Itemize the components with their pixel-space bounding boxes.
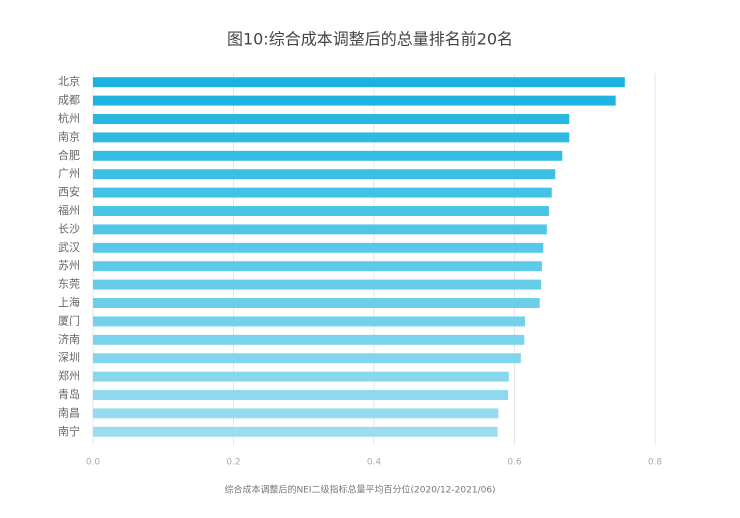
y-tick-label: 成都 <box>58 94 80 107</box>
x-tick-label: 0.2 <box>226 458 240 468</box>
bar <box>93 224 547 235</box>
bar <box>93 150 563 161</box>
y-tick-label: 东莞 <box>58 278 80 291</box>
bar <box>93 169 556 180</box>
bar <box>93 408 499 419</box>
y-tick-label: 杭州 <box>58 111 80 125</box>
bar <box>93 242 544 253</box>
y-tick-label: 青岛 <box>58 387 80 401</box>
bar <box>93 95 616 106</box>
y-tick-label: 北京 <box>58 74 80 88</box>
chart-title: 图10:综合成本调整后的总量排名前20名 <box>227 30 513 49</box>
bar <box>93 206 549 216</box>
bar <box>93 279 542 290</box>
y-tick-label: 长沙 <box>58 222 80 235</box>
y-tick-label: 上海 <box>58 295 80 309</box>
bar <box>93 334 525 345</box>
bar <box>93 298 540 308</box>
x-tick-label: 0.4 <box>367 458 382 468</box>
y-tick-label: 郑州 <box>58 369 80 383</box>
bar <box>93 316 526 327</box>
x-tick-label: 0.8 <box>648 458 663 468</box>
bar <box>93 132 570 143</box>
x-axis-label: 综合成本调整后的NEI二级指标总量平均百分位(2020/12-2021/06) <box>224 484 495 496</box>
bar <box>93 353 521 364</box>
y-tick-label: 广州 <box>58 167 80 180</box>
bar <box>93 77 625 88</box>
x-tick-label: 0.0 <box>86 458 101 468</box>
y-tick-label: 南京 <box>58 129 80 143</box>
bar <box>93 261 542 272</box>
y-tick-label: 合肥 <box>58 148 80 162</box>
y-tick-label: 厦门 <box>58 313 80 327</box>
bar <box>93 187 552 198</box>
y-tick-label: 武汉 <box>58 241 80 254</box>
y-tick-label: 南昌 <box>58 406 80 419</box>
bar <box>93 371 509 382</box>
y-tick-label: 济南 <box>58 332 80 346</box>
y-tick-label: 深圳 <box>58 351 80 364</box>
bar <box>93 390 509 400</box>
bar <box>93 114 570 124</box>
y-tick-label: 西安 <box>58 185 80 199</box>
y-tick-label: 南宁 <box>58 424 80 438</box>
y-tick-label: 苏州 <box>58 259 80 272</box>
y-tick-label: 福州 <box>58 203 80 217</box>
x-tick-label: 0.6 <box>507 458 522 468</box>
bar <box>93 426 498 437</box>
